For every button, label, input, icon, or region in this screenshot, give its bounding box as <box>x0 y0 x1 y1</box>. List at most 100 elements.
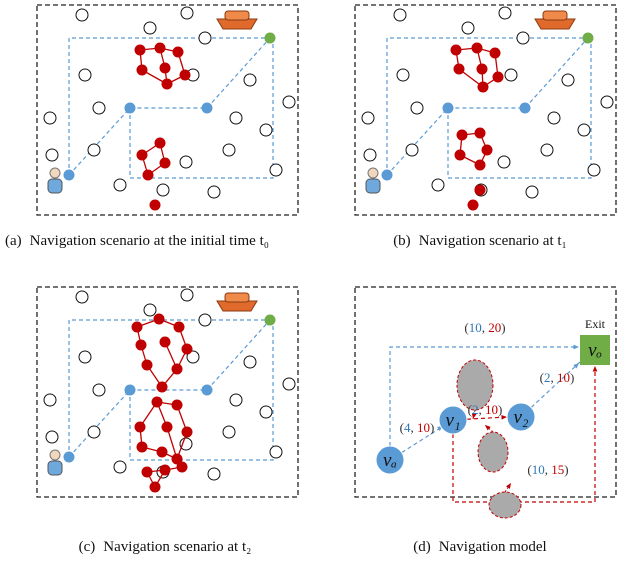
crowd-node <box>180 70 191 81</box>
caption: (b)Navigation scenario at t₁ <box>330 232 630 251</box>
edge-weight-part: 10 <box>469 320 482 335</box>
pedestrian <box>283 378 295 390</box>
ship-cabin <box>225 293 249 302</box>
crowd-node <box>477 64 488 75</box>
crowd-node <box>155 43 166 54</box>
crowd-node <box>137 442 148 453</box>
edge-weight: (4, 10) <box>400 420 435 435</box>
pedestrian <box>498 156 510 168</box>
waypoint <box>64 452 75 463</box>
waypoint <box>443 103 454 114</box>
caption-text: Navigation scenario at t₂ <box>103 539 251 555</box>
edge-weight-part: 15 <box>551 462 564 477</box>
pedestrian <box>397 69 409 81</box>
waypoint <box>202 385 213 396</box>
crowd-node <box>142 360 153 371</box>
crowd-node <box>454 64 465 75</box>
pedestrian <box>230 112 242 124</box>
obstacle <box>489 492 521 518</box>
pedestrian <box>230 394 242 406</box>
caption-label: (b) <box>393 233 411 249</box>
panel <box>355 5 616 215</box>
pedestrian <box>578 124 590 136</box>
crowd-node <box>475 160 486 171</box>
crowd-node <box>455 150 466 161</box>
pedestrian <box>157 184 169 196</box>
crowd-node <box>182 344 193 355</box>
crowd-node <box>157 447 168 458</box>
crowd-node <box>172 364 183 375</box>
edge-weight-part: 10 <box>485 402 498 417</box>
pedestrian <box>260 124 272 136</box>
exit-label: Exit <box>585 317 606 331</box>
crowd-node <box>150 482 161 493</box>
page: {"panels": [ {"label": "(a)", "caption":… <box>0 0 633 566</box>
crowd-node <box>136 340 147 351</box>
crowd-node <box>135 422 146 433</box>
caption-text: Navigation model <box>439 539 547 555</box>
exit-node <box>265 315 276 326</box>
pedestrian <box>46 431 58 443</box>
crowd-node <box>154 314 165 325</box>
crowd-node <box>472 43 483 54</box>
waypoint <box>520 103 531 114</box>
pedestrian <box>260 406 272 418</box>
panel <box>37 5 298 215</box>
ship-cabin <box>543 11 567 20</box>
crowd-node <box>160 158 171 169</box>
crowd-node <box>157 382 168 393</box>
pedestrian <box>144 22 156 34</box>
pedestrian <box>180 438 192 450</box>
crowd-node <box>457 130 468 141</box>
node-label: v₁ <box>445 410 460 431</box>
pedestrian <box>364 149 376 161</box>
caption-label: (c) <box>79 539 96 555</box>
pedestrian <box>208 468 220 480</box>
pedestrian <box>79 69 91 81</box>
pedestrian <box>270 446 282 458</box>
pedestrian <box>517 32 529 44</box>
pedestrian <box>88 426 100 438</box>
pedestrian <box>411 102 423 114</box>
arrow-head <box>506 483 511 489</box>
waypoint <box>64 170 75 181</box>
path <box>130 325 273 460</box>
pedestrian <box>588 164 600 176</box>
caption-label: (d) <box>413 539 431 555</box>
edge-weight-part: 10 <box>557 370 570 385</box>
edge-weight-part: 20 <box>488 320 501 335</box>
pedestrian <box>88 144 100 156</box>
crowd-node <box>482 145 493 156</box>
pedestrian <box>181 7 193 19</box>
crowd-node <box>177 462 188 473</box>
crowd-node <box>135 45 146 56</box>
pedestrian <box>76 291 88 303</box>
pedestrian <box>244 74 256 86</box>
crowd-node <box>162 422 173 433</box>
person-body <box>366 179 380 193</box>
pedestrian <box>562 74 574 86</box>
pedestrian <box>526 186 538 198</box>
pedestrian <box>499 7 511 19</box>
person-head <box>368 168 378 178</box>
crowd-node <box>468 200 479 211</box>
waypoint <box>125 385 136 396</box>
edge-weight: (2, 10) <box>468 402 503 417</box>
edge-weight-part: ) <box>564 462 568 477</box>
crowd-node <box>150 200 161 211</box>
person-head <box>50 450 60 460</box>
crowd-node <box>137 65 148 76</box>
crowd-node <box>132 322 143 333</box>
pedestrian <box>462 22 474 34</box>
crowd-node <box>490 48 501 59</box>
crowd-node <box>137 150 148 161</box>
pedestrian <box>283 96 295 108</box>
pedestrian <box>541 144 553 156</box>
pedestrian <box>548 112 560 124</box>
pedestrian <box>46 149 58 161</box>
pedestrian <box>44 394 56 406</box>
crowd-node <box>478 82 489 93</box>
exit-node <box>583 33 594 44</box>
crowd-node <box>142 467 153 478</box>
